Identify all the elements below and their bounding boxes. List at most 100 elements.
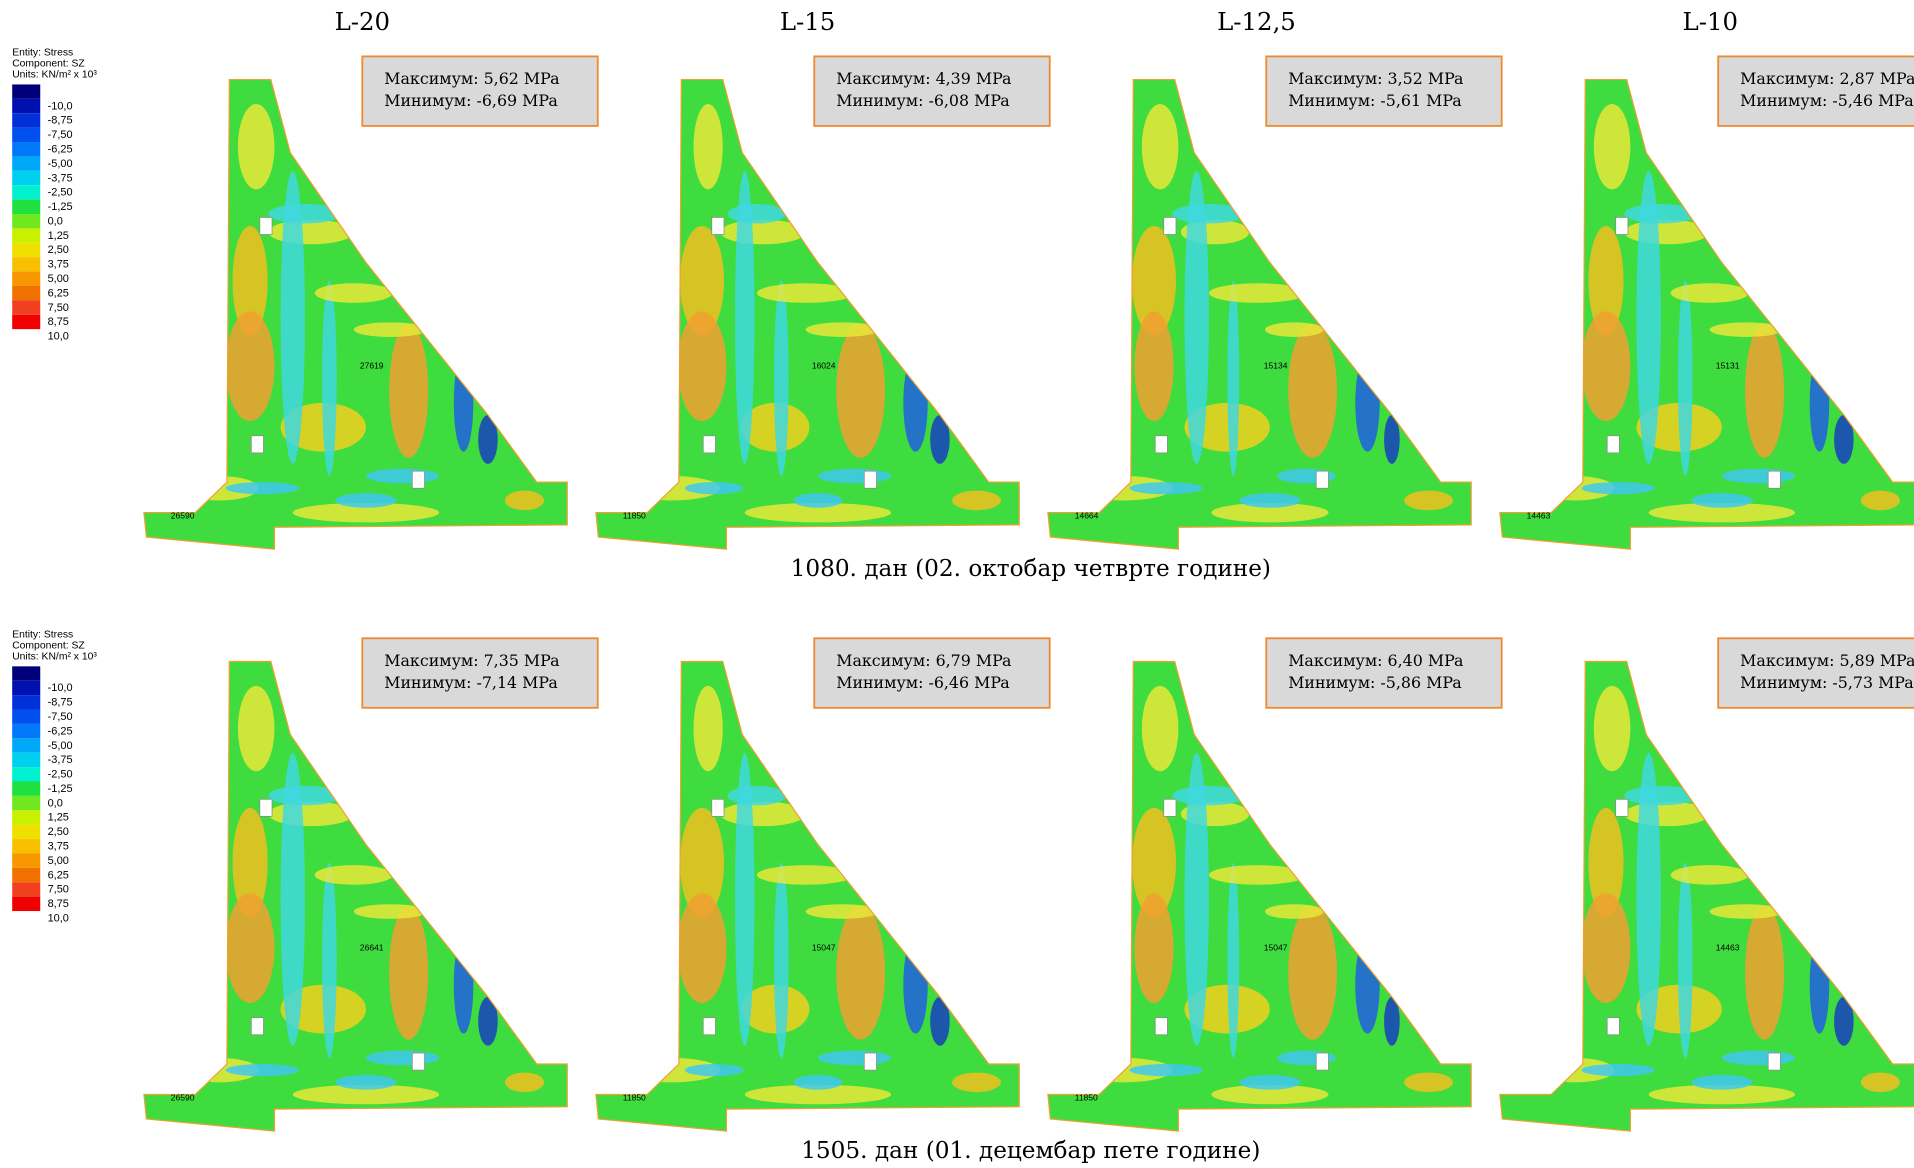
legend-swatch <box>12 113 41 128</box>
legend-level: -7,50 <box>48 711 73 723</box>
legend-level: -7,50 <box>48 129 73 141</box>
legend-swatch <box>12 199 41 215</box>
gallery <box>411 1052 425 1071</box>
dam-outline <box>143 78 568 550</box>
legend-swatch <box>12 314 41 330</box>
legend-swatch <box>12 853 41 868</box>
stress-zone <box>1172 785 1246 806</box>
legend-swatch <box>12 185 41 200</box>
stress-zone <box>1677 280 1693 477</box>
stress-zone <box>680 807 725 918</box>
legend-swatch <box>12 781 41 796</box>
stress-zone <box>1404 1072 1453 1093</box>
max-text: Максимум: 2,87 MPa <box>1740 69 1914 88</box>
contour-plot <box>143 79 568 550</box>
stress-zone <box>292 502 440 523</box>
stress-zone <box>1809 935 1830 1034</box>
stress-zone <box>1134 311 1174 422</box>
legend-level: 10,0 <box>48 331 69 343</box>
stress-zone <box>903 935 928 1034</box>
node-label: 15134 <box>1264 361 1288 371</box>
gallery <box>250 1017 264 1036</box>
legend-level: -6,25 <box>48 725 73 737</box>
stress-zone <box>1288 905 1337 1040</box>
node-label: 15047 <box>1264 942 1288 952</box>
stress-zone <box>1116 826 1131 1071</box>
stress-zone <box>453 935 474 1034</box>
stress-zone <box>1745 323 1785 458</box>
stress-zone <box>225 311 275 422</box>
row-caption: 1080. дан (02. октобар четврте године) <box>791 555 1271 582</box>
stress-zone <box>1581 893 1631 1004</box>
stress-zone <box>1581 311 1631 422</box>
column-title: L-20 <box>335 7 390 36</box>
stress-zone <box>1721 1050 1796 1066</box>
dam-base <box>1499 79 1914 550</box>
dam-outline <box>595 78 1020 550</box>
legend-level: 6,25 <box>48 287 69 299</box>
legend-swatch <box>12 810 41 825</box>
stress-zone <box>225 893 275 1004</box>
gallery <box>1767 1052 1781 1071</box>
legend-level: 5,00 <box>48 273 69 285</box>
contour-panel: 16024 11850 Максимум: 4,39 MPa Минимум: -6,… <box>595 55 1051 550</box>
stress-zone <box>1208 865 1307 885</box>
dam-outline <box>1047 78 1472 550</box>
legend-level: 2,50 <box>48 826 69 838</box>
legend-level: -5,00 <box>48 740 73 752</box>
stress-zone <box>225 482 299 495</box>
stress-zone <box>335 493 397 508</box>
stress-zone <box>930 996 950 1046</box>
legend-level: 5,00 <box>48 855 69 867</box>
legend-swatch <box>12 867 41 883</box>
stress-zone <box>1211 1084 1329 1105</box>
min-text: Минимум: -5,73 MPa <box>1740 673 1914 692</box>
legend-swatch <box>12 709 41 724</box>
dam-outline <box>595 660 1020 1132</box>
legend-level: -8,75 <box>48 697 73 709</box>
node-label: 15131 <box>1716 361 1740 371</box>
contour-plot <box>143 661 568 1132</box>
stress-zone <box>756 283 855 303</box>
node-label: 14463 <box>1716 942 1740 952</box>
stress-zone <box>1208 283 1307 303</box>
column-title: L-15 <box>780 7 835 36</box>
contour-plot <box>1047 661 1472 1132</box>
dam-base <box>595 79 1020 550</box>
legend-level: 6,25 <box>48 869 69 881</box>
dam-outline <box>1047 660 1472 1132</box>
legend-level: 7,50 <box>48 302 69 314</box>
stress-zone <box>1648 1084 1796 1105</box>
stress-zone <box>734 752 755 1046</box>
legend-swatch <box>12 738 41 753</box>
stress-zone <box>232 807 268 918</box>
legend-level: -2,50 <box>48 769 73 781</box>
gallery <box>1154 435 1168 454</box>
legend-level: 8,75 <box>48 316 69 328</box>
stress-zone <box>684 482 744 495</box>
column-title: L-10 <box>1683 7 1738 36</box>
stress-zone <box>268 219 354 245</box>
stress-zone <box>1384 415 1400 464</box>
stress-zone <box>805 904 879 919</box>
legend-swatch <box>12 752 41 768</box>
legend-component: Component: SZ <box>12 640 85 651</box>
legend-swatch <box>12 142 41 157</box>
extremes-box <box>1265 637 1503 709</box>
legend-swatch <box>12 98 41 114</box>
legend-swatch <box>12 300 41 315</box>
stress-zone <box>1670 865 1749 885</box>
stress-zone <box>1636 171 1661 464</box>
contour-plot <box>1047 79 1472 550</box>
stress-zone <box>1116 244 1131 489</box>
legend-swatch <box>12 824 41 840</box>
stress-zone <box>1624 204 1698 224</box>
legend-swatch <box>12 156 41 171</box>
legend-level: 8,75 <box>48 898 69 910</box>
dam-outline <box>143 660 568 1132</box>
stress-zone <box>1184 752 1209 1046</box>
max-text: Максимум: 3,52 MPa <box>1288 69 1463 88</box>
gallery <box>702 1017 716 1036</box>
